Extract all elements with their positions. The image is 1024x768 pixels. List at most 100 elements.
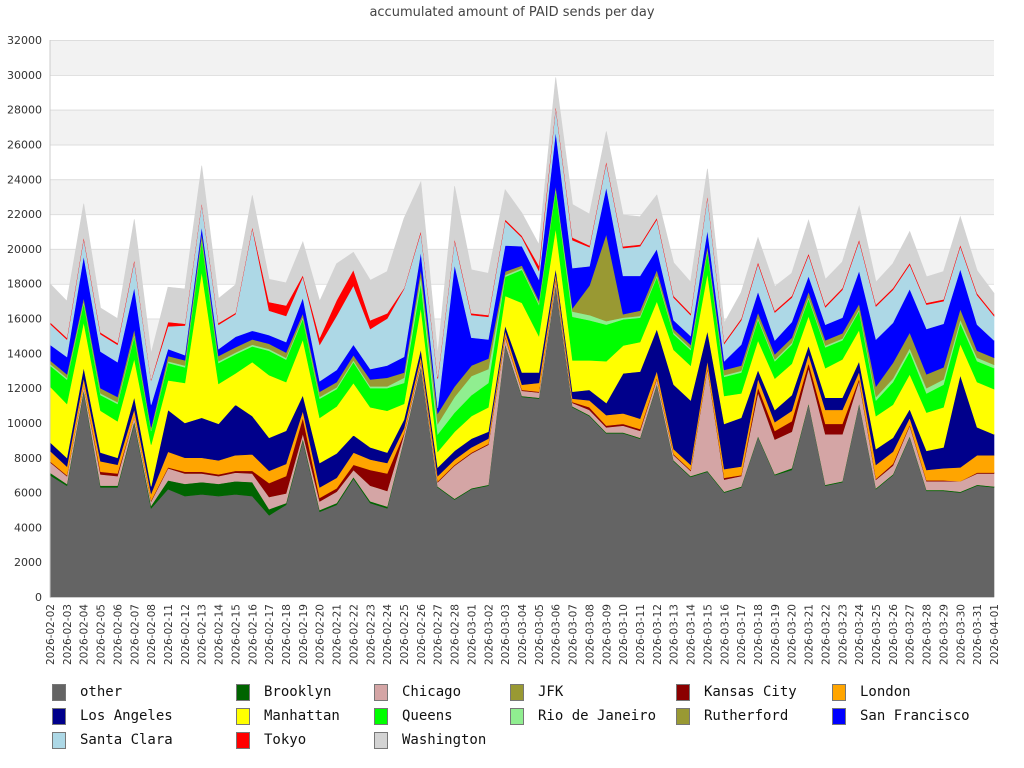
- x-tick-label: 2026-02-17: [264, 604, 276, 665]
- x-tick-label: 2026-03-24: [854, 604, 866, 665]
- legend-item: London: [832, 682, 911, 702]
- legend-item: Kansas City: [676, 682, 797, 702]
- legend-label: JFK: [538, 684, 564, 700]
- x-tick-label: 2026-03-20: [787, 604, 799, 665]
- legend-swatch: [236, 683, 250, 701]
- legend-label: Rio de Janeiro: [538, 708, 657, 724]
- legend-swatch: [676, 707, 690, 725]
- legend-label: Brooklyn: [264, 684, 332, 700]
- legend-item: Los Angeles: [52, 706, 173, 726]
- legend-item: Manhattan: [236, 706, 340, 726]
- y-tick-label: 4000: [14, 521, 42, 534]
- y-axis-ticks: 0 2000 4000 6000 8000 10000 12000 14000 16000 180…: [7, 34, 42, 604]
- legend-item: Rutherford: [676, 706, 788, 726]
- x-tick-label: 2026-02-28: [450, 604, 462, 665]
- x-tick-label: 2026-03-05: [534, 604, 546, 665]
- x-tick-label: 2026-02-05: [96, 604, 108, 665]
- x-tick-label: 2026-03-21: [804, 604, 816, 665]
- area-layers: [49, 77, 995, 598]
- legend-label: Kansas City: [704, 684, 797, 700]
- legend-swatch: [832, 683, 846, 701]
- y-tick-label: 26000: [7, 138, 42, 151]
- legend-label: Rutherford: [704, 708, 789, 724]
- x-tick-label: 2026-02-02: [45, 604, 57, 665]
- legend-item: other: [52, 682, 122, 702]
- x-tick-label: 2026-02-24: [382, 604, 394, 665]
- x-tick-label: 2026-03-25: [871, 604, 883, 665]
- x-tick-label: 2026-02-11: [163, 604, 175, 665]
- grid-band: [50, 109, 994, 145]
- x-tick-label: 2026-02-21: [332, 604, 344, 665]
- x-tick-label: 2026-03-09: [601, 604, 613, 665]
- x-tick-label: 2026-03-02: [483, 604, 495, 665]
- legend-swatch: [52, 731, 66, 749]
- x-tick-label: 2026-03-04: [517, 604, 529, 665]
- x-tick-label: 2026-03-16: [719, 604, 731, 665]
- y-tick-label: 32000: [7, 34, 42, 47]
- x-tick-label: 2026-02-03: [62, 604, 74, 665]
- x-tick-label: 2026-03-28: [922, 604, 934, 665]
- x-tick-label: 2026-03-12: [652, 604, 664, 665]
- y-tick-label: 6000: [14, 487, 42, 500]
- legend-swatch: [236, 731, 250, 749]
- x-tick-label: 2026-02-12: [180, 604, 192, 665]
- legend-item: Queens: [374, 706, 453, 726]
- legend-label: San Francisco: [860, 708, 970, 724]
- x-tick-label: 2026-03-07: [568, 604, 580, 665]
- legend-item: Brooklyn: [236, 682, 331, 702]
- x-tick-label: 2026-02-15: [230, 604, 242, 665]
- legend-swatch: [236, 707, 250, 725]
- y-tick-label: 30000: [7, 69, 42, 82]
- x-tick-label: 2026-02-04: [79, 604, 91, 665]
- x-tick-label: 2026-03-15: [702, 604, 714, 665]
- legend-item: Santa Clara: [52, 730, 173, 750]
- x-tick-label: 2026-02-22: [348, 604, 360, 665]
- y-tick-label: 16000: [7, 313, 42, 326]
- x-tick-label: 2026-02-07: [129, 604, 141, 665]
- x-tick-label: 2026-02-23: [365, 604, 377, 665]
- legend-item: Rio de Janeiro: [510, 706, 656, 726]
- x-tick-label: 2026-03-11: [635, 604, 647, 665]
- x-tick-label: 2026-03-03: [500, 604, 512, 665]
- x-tick-label: 2026-03-13: [669, 604, 681, 665]
- y-tick-label: 28000: [7, 104, 42, 117]
- x-tick-label: 2026-03-17: [736, 604, 748, 665]
- legend-label: Chicago: [402, 684, 462, 700]
- x-tick-label: 2026-02-06: [112, 604, 124, 665]
- x-tick-label: 2026-03-19: [770, 604, 782, 665]
- legend-label: London: [860, 684, 911, 700]
- y-tick-label: 2000: [14, 556, 42, 569]
- x-tick-label: 2026-02-25: [399, 604, 411, 665]
- legend-item: Washington: [374, 730, 486, 750]
- legend-swatch: [832, 707, 846, 725]
- x-tick-label: 2026-02-27: [433, 604, 445, 665]
- grid-band: [50, 179, 994, 215]
- area-washington: [49, 77, 995, 380]
- legend-label: Washington: [402, 732, 487, 748]
- legend-swatch: [374, 707, 388, 725]
- legend-item: JFK: [510, 682, 563, 702]
- x-tick-label: 2026-03-10: [618, 604, 630, 665]
- x-tick-label: 2026-03-30: [955, 604, 967, 665]
- x-tick-label: 2026-03-14: [686, 604, 698, 665]
- legend-label: Manhattan: [264, 708, 340, 724]
- x-tick-label: 2026-02-19: [298, 604, 310, 665]
- x-tick-label: 2026-02-08: [146, 604, 158, 665]
- legend-label: other: [80, 684, 123, 700]
- x-tick-label: 2026-03-23: [837, 604, 849, 665]
- legend-swatch: [510, 707, 524, 725]
- legend-label: Queens: [402, 708, 453, 724]
- legend-swatch: [52, 707, 66, 725]
- y-tick-label: 0: [35, 591, 42, 604]
- x-tick-label: 2026-02-14: [214, 604, 226, 665]
- x-tick-label: 2026-02-13: [197, 604, 209, 665]
- legend-swatch: [374, 731, 388, 749]
- stacked-area-chart: accumulated amount of PAID sends per day…: [7, 5, 1001, 665]
- x-tick-label: 2026-04-01: [989, 604, 1001, 665]
- y-tick-label: 12000: [7, 382, 42, 395]
- y-tick-label: 10000: [7, 417, 42, 430]
- legend-item: Tokyo: [236, 730, 306, 750]
- y-tick-label: 14000: [7, 347, 42, 360]
- x-tick-label: 2026-02-26: [416, 604, 428, 665]
- x-tick-label: 2026-03-29: [938, 604, 950, 665]
